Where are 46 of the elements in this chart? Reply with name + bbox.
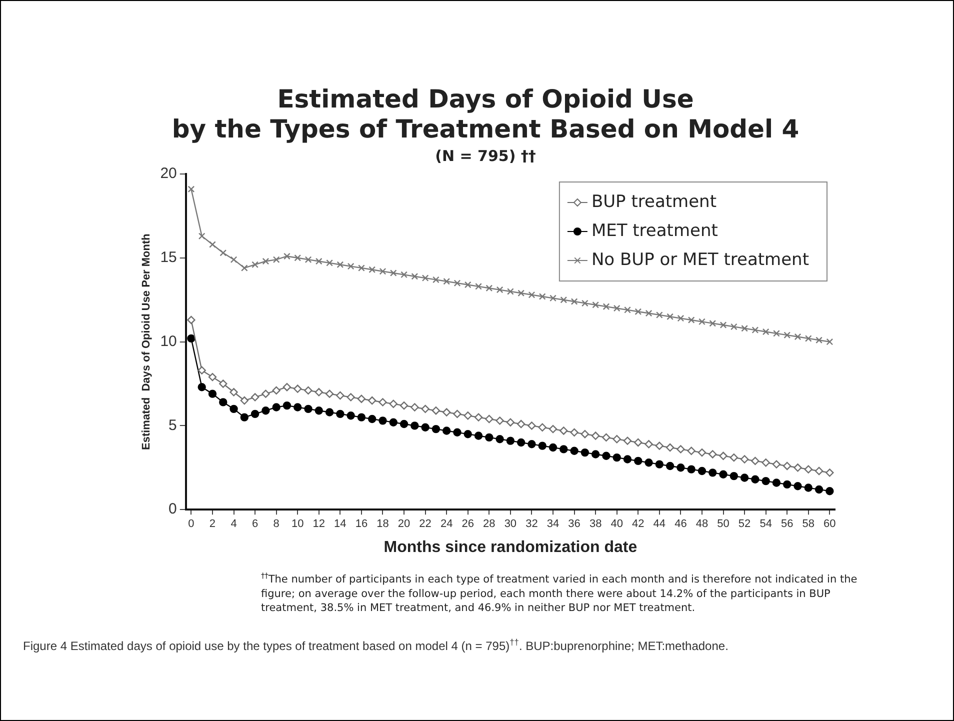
x-tick-label: 14 <box>334 518 346 530</box>
y-tick-label: 0 <box>168 500 177 518</box>
x-tick-label: 20 <box>398 518 410 530</box>
text: $^{††}$The number of participants in each type of treatment varied in each month and is therefore not indicated in the figure; on average over the follow-up period, each month there were about 14.2% of the participants in BUP treatment, 38.5% in MET treatment, and 46.9% in neither BUP nor MET treatment. <box>261 570 858 614</box>
x-tick-label: 8 <box>273 518 280 530</box>
y-tick-label: 5 <box>168 416 177 434</box>
x-tick-label: 28 <box>483 518 496 530</box>
caption: Figure 4 Estimated days of opioid use by the types of treatment based on model 4 (n = 795)$^{††}$. BUP:buprenorphine; MET:methadone. <box>23 637 730 653</box>
y-axis-title: Estimated Days of Opioid Use Per Month <box>140 233 153 450</box>
x-tick-label: 30 <box>504 518 517 530</box>
y-tick-label: 15 <box>160 249 177 266</box>
x-tick-label: 42 <box>632 518 644 530</box>
x-tick-label: 44 <box>653 518 666 530</box>
text: by the Types of Treatment Based on Model 4 <box>172 114 800 144</box>
chart-subtitle: (N = 795) †† <box>435 146 536 165</box>
x-tick-label: 60 <box>824 518 836 530</box>
x-tick-label: 54 <box>760 518 772 530</box>
x-axis-title: Months since randomization date <box>384 538 638 556</box>
x-tick-label: 36 <box>568 518 580 530</box>
legend-label: MET treatment <box>591 220 718 241</box>
x-tick-label: 40 <box>610 518 623 530</box>
x-tick-label: 24 <box>440 518 453 530</box>
y-tick-label: 10 <box>160 332 177 350</box>
x-tick-label: 0 <box>188 518 194 530</box>
x-tick-label: 52 <box>738 518 751 530</box>
legend-label: No BUP or MET treatment <box>591 250 810 270</box>
x-tick-label: 6 <box>252 518 258 530</box>
x-tick-label: 12 <box>312 518 326 530</box>
x-tick-label: 48 <box>696 518 708 530</box>
x-tick-label: 38 <box>589 518 602 530</box>
x-tick-label: 18 <box>376 518 389 530</box>
x-tick-label: 22 <box>419 518 432 530</box>
x-tick-label: 34 <box>546 518 560 530</box>
x-tick-label: 4 <box>230 518 237 530</box>
legend-label: BUP treatment <box>591 192 717 212</box>
x-tick-label: 16 <box>355 518 368 530</box>
x-tick-label: 58 <box>802 518 815 530</box>
x-tick-label: 50 <box>717 518 730 530</box>
x-tick-label: 2 <box>209 518 216 530</box>
y-tick-label: 20 <box>160 165 177 182</box>
x-tick-label: 26 <box>462 518 474 530</box>
x-tick-label: 10 <box>291 518 304 530</box>
text: Estimated Days of Opioid Use <box>277 84 694 114</box>
x-tick-label: 56 <box>780 518 794 530</box>
x-tick-label: 46 <box>674 518 687 530</box>
x-tick-label: 32 <box>526 518 538 530</box>
